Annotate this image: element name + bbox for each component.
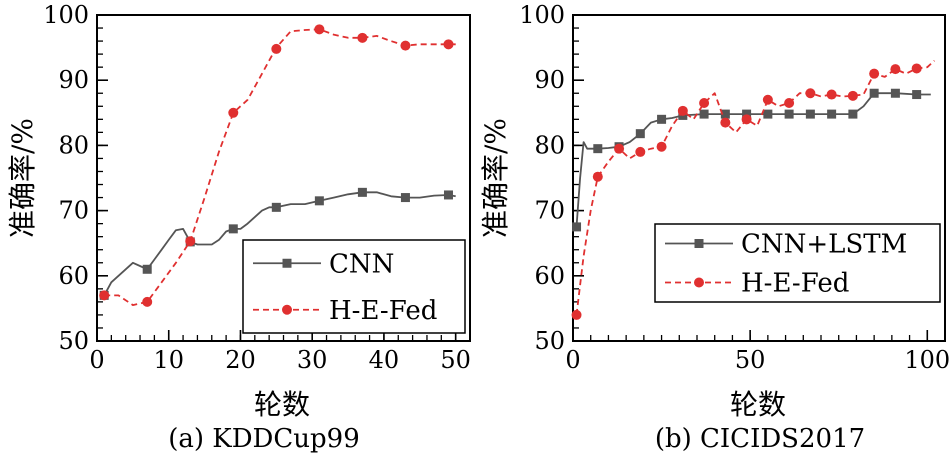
data-point <box>784 98 795 109</box>
legend-label: CNN+LSTM <box>741 230 907 260</box>
data-point <box>357 187 367 197</box>
data-point <box>271 202 281 212</box>
data-point <box>99 290 110 301</box>
chart-caption: (b) CICIDS2017 <box>655 424 865 454</box>
y-tick-label: 60 <box>58 262 89 290</box>
data-point <box>572 222 582 232</box>
y-tick-label: 60 <box>534 262 565 290</box>
data-point <box>185 236 196 247</box>
series-cnn-lstm <box>572 88 931 232</box>
legend-box <box>242 239 466 334</box>
y-tick-label: 90 <box>58 66 89 94</box>
data-point <box>228 224 238 234</box>
data-point <box>656 141 667 152</box>
chart-panel-1: 0 10 20 30 40 50 50 60 70 80 90 100 轮数 准确率/% (a) KDDCu… <box>6 1 471 454</box>
data-point <box>784 109 794 119</box>
data-point <box>805 109 815 119</box>
y-tick-label: 70 <box>534 197 565 225</box>
data-point <box>571 309 582 320</box>
data-point <box>593 144 603 154</box>
data-point <box>826 89 837 100</box>
data-point <box>762 94 773 105</box>
data-point <box>142 264 152 274</box>
chart-caption: (a) KDDCup99 <box>168 424 360 454</box>
data-point <box>614 143 625 154</box>
data-point <box>677 105 688 116</box>
data-point <box>720 109 730 119</box>
x-tick-label: 20 <box>225 346 256 374</box>
legend-marker <box>282 304 292 315</box>
data-point <box>228 107 239 118</box>
data-point <box>741 114 752 125</box>
x-tick-label: 50 <box>440 346 471 374</box>
data-point <box>635 146 646 157</box>
x-tick-label: 100 <box>904 346 950 374</box>
x-tick-label: 10 <box>153 346 184 374</box>
legend: CNN H-E-Fed <box>242 239 466 334</box>
y-tick-label: 50 <box>58 327 89 355</box>
data-point <box>657 114 667 124</box>
series-line <box>575 92 931 227</box>
y-tick-label: 70 <box>58 197 89 225</box>
data-point <box>400 40 411 51</box>
series-h-e-fed <box>571 59 936 320</box>
y-tick-label: 100 <box>43 1 89 29</box>
y-axis-label: 准确率/% <box>6 118 39 238</box>
data-point <box>699 109 709 119</box>
data-point <box>314 196 324 206</box>
data-point <box>911 63 922 74</box>
data-point <box>890 88 900 98</box>
x-axis-label: 轮数 <box>730 388 786 421</box>
data-point <box>142 296 153 307</box>
data-point <box>720 117 731 128</box>
data-point <box>443 39 454 50</box>
series-h-e-fed <box>99 24 456 307</box>
data-point <box>443 190 453 200</box>
x-tick-label: 30 <box>297 346 328 374</box>
legend-marker <box>694 239 704 248</box>
legend-marker <box>282 258 292 268</box>
y-tick-label: 50 <box>534 327 565 355</box>
data-point <box>890 64 901 75</box>
y-tick-label: 100 <box>519 1 565 29</box>
x-tick-label: 0 <box>89 346 104 374</box>
data-point <box>635 129 645 139</box>
y-tick-label: 80 <box>58 131 89 159</box>
y-axis-label: 准确率/% <box>479 118 512 238</box>
data-point <box>742 109 752 119</box>
legend-marker <box>694 277 704 288</box>
data-point <box>357 32 368 43</box>
data-point <box>314 24 325 35</box>
data-point <box>592 171 603 182</box>
x-tick-label: 40 <box>369 346 400 374</box>
y-tick-label: 80 <box>534 131 565 159</box>
legend-label: H-E-Fed <box>329 296 437 326</box>
data-point <box>847 90 858 101</box>
data-point <box>912 90 922 100</box>
data-point <box>869 68 880 79</box>
legend-label: CNN <box>329 249 394 279</box>
data-point <box>827 109 837 119</box>
legend: CNN+LSTM H-E-Fed <box>654 223 941 303</box>
data-point <box>763 109 773 119</box>
legend-label: H-E-Fed <box>741 269 849 299</box>
y-tick-label: 90 <box>534 66 565 94</box>
x-tick-label: 50 <box>735 346 766 374</box>
data-point <box>848 109 858 119</box>
data-point <box>400 193 410 203</box>
data-point <box>271 43 282 54</box>
x-tick-label: 0 <box>565 346 580 374</box>
data-point <box>869 88 879 98</box>
data-point <box>699 98 710 109</box>
plot-frame <box>572 14 946 342</box>
x-axis-label: 轮数 <box>254 388 310 421</box>
data-point <box>805 88 816 99</box>
legend-box <box>654 223 941 303</box>
